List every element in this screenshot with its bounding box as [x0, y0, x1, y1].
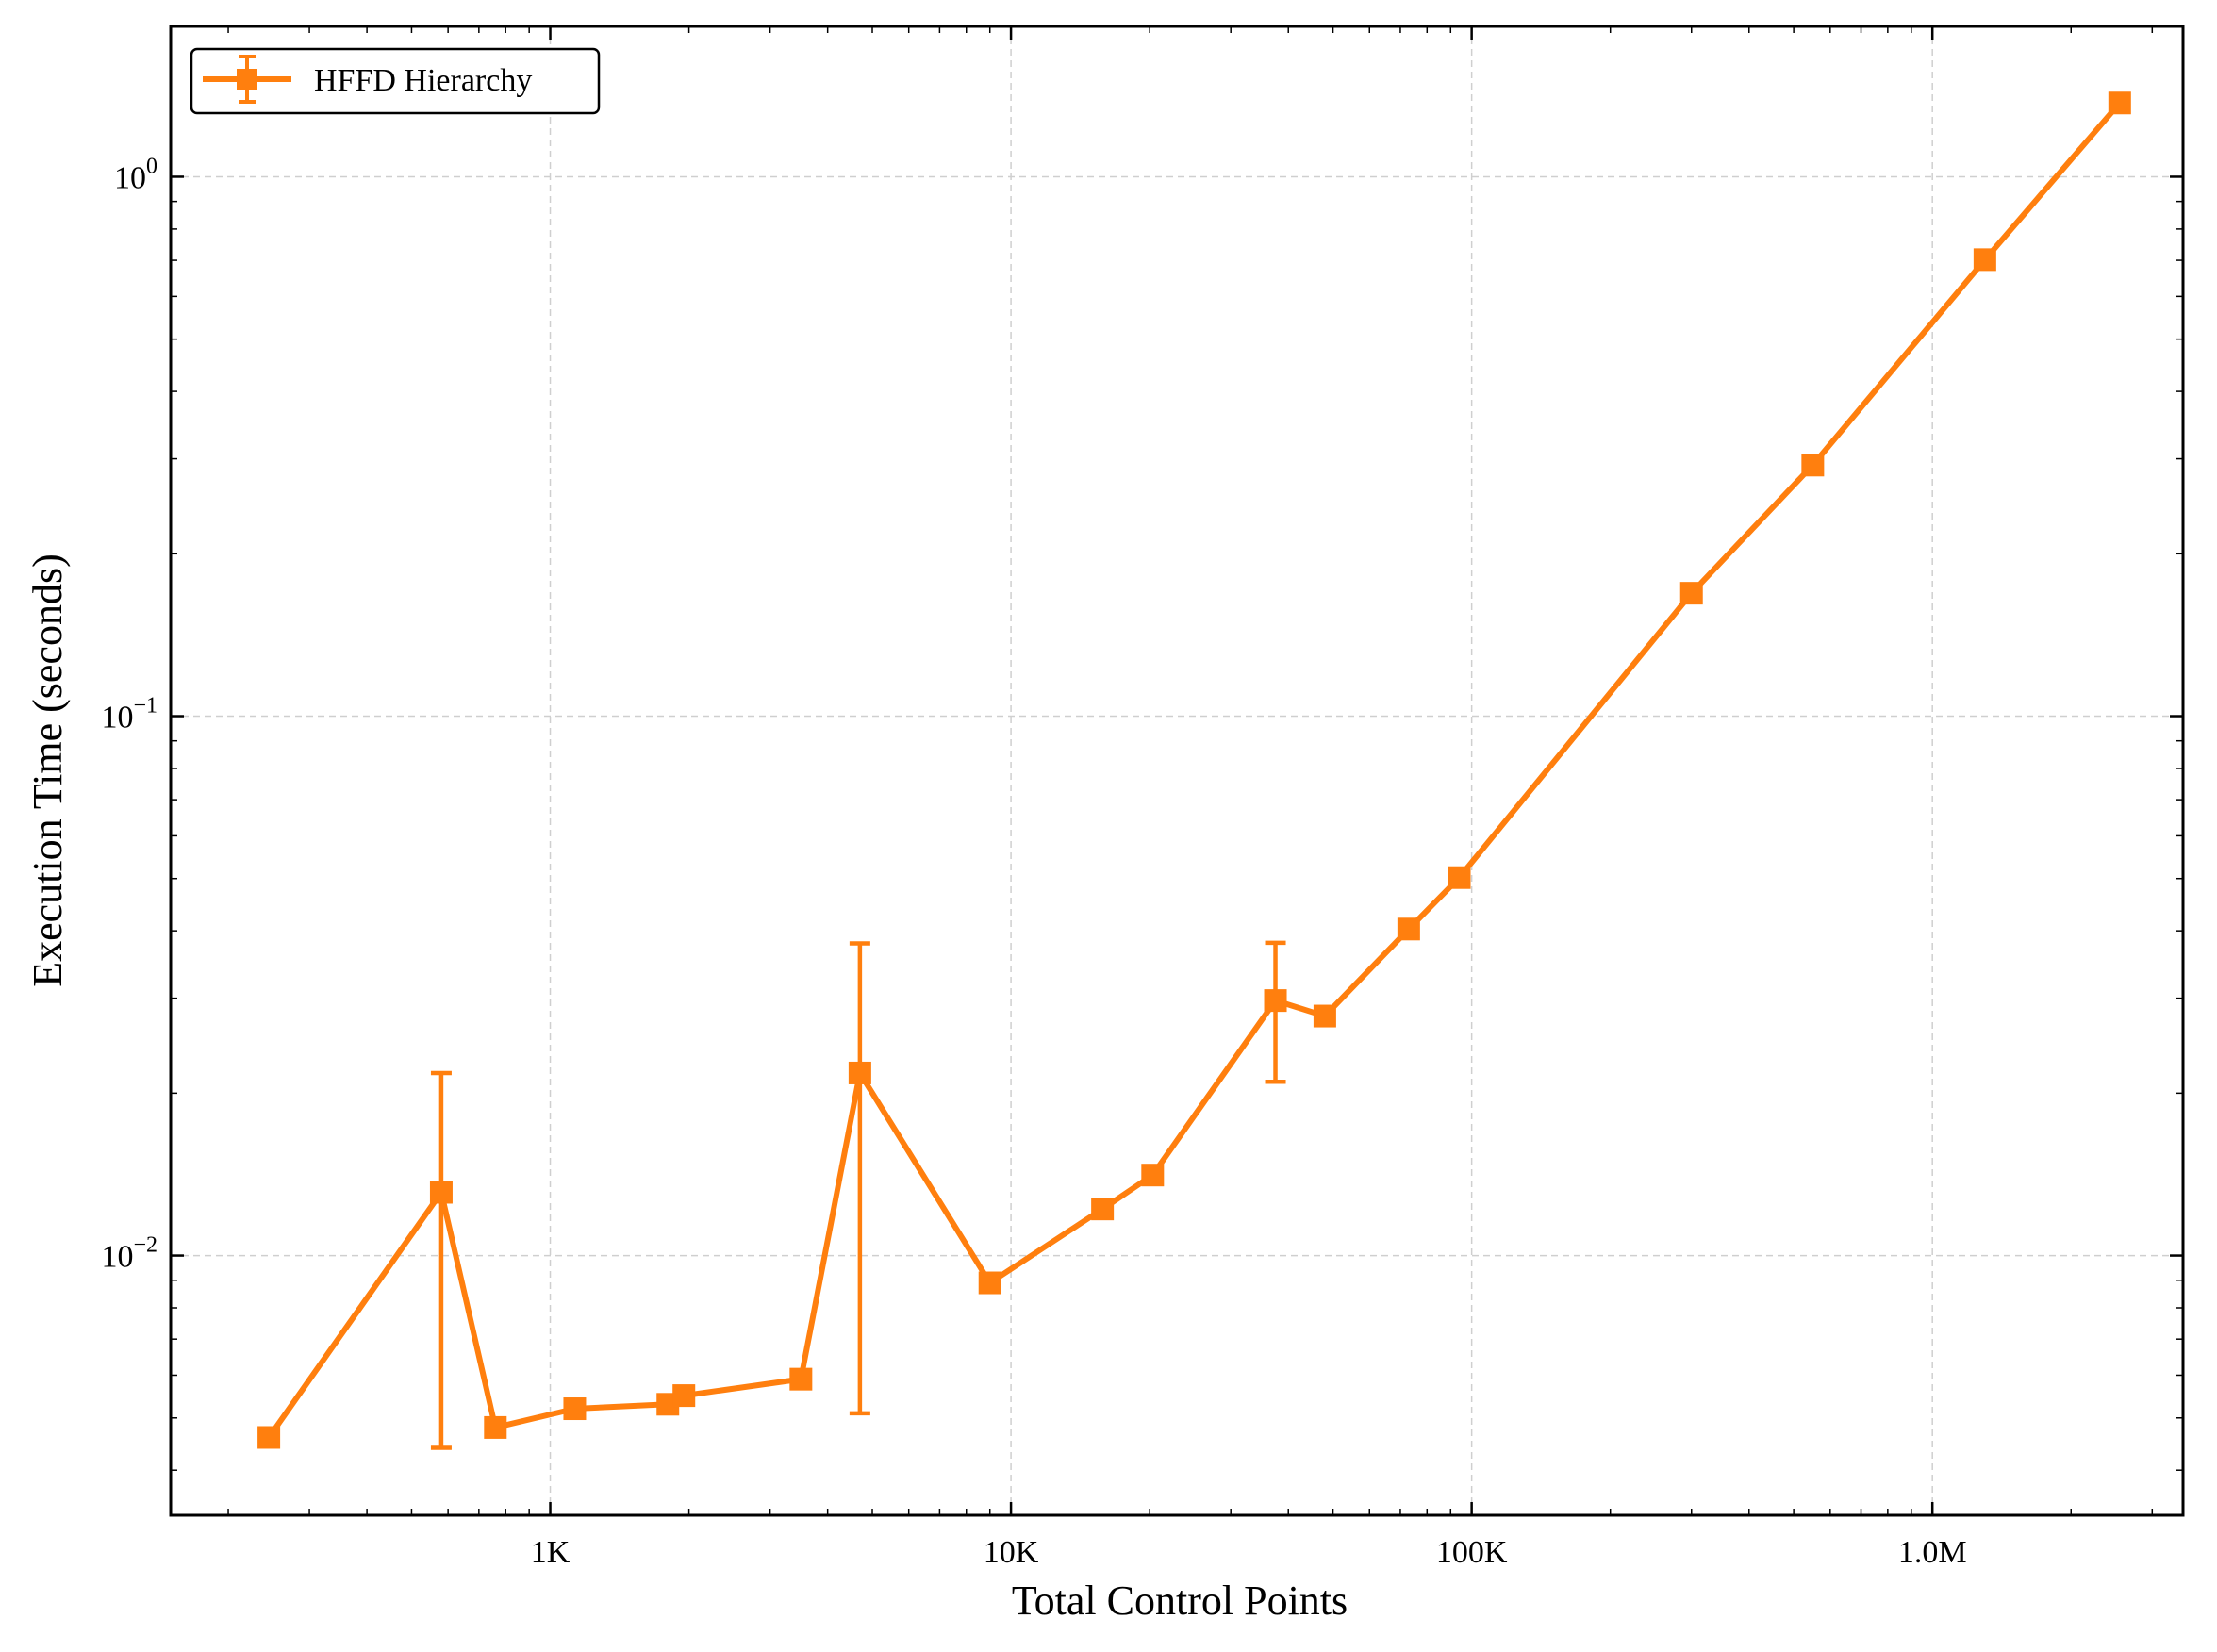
x-tick-labels: 1K 10K 100K 1.0M	[531, 1535, 1967, 1570]
x-axis-title: Total Control Points	[1012, 1578, 1348, 1624]
x-tick-label: 1K	[531, 1535, 571, 1570]
data-point	[1448, 866, 1471, 889]
data-point	[1397, 917, 1420, 941]
data-point	[1264, 989, 1287, 1013]
data-point	[672, 1384, 696, 1408]
data-point	[257, 1426, 281, 1449]
y-axis-title: Execution Time (seconds)	[25, 553, 71, 987]
data-point	[1141, 1164, 1165, 1187]
legend-series-label: HFFD Hierarchy	[314, 63, 532, 98]
data-point	[789, 1367, 813, 1391]
x-tick-label: 1.0M	[1898, 1535, 1967, 1570]
data-point	[563, 1397, 587, 1421]
legend-box	[190, 47, 601, 115]
data-point	[848, 1061, 871, 1084]
data-point	[1091, 1198, 1115, 1221]
x-tick-label: 100K	[1436, 1535, 1508, 1570]
legend: HFFD Hierarchy	[190, 47, 601, 115]
y-tick-label: 10−1	[101, 694, 157, 735]
data-point	[2108, 91, 2131, 115]
data-point	[978, 1271, 1001, 1295]
data-point	[1973, 248, 1996, 272]
data-point	[1801, 454, 1825, 477]
data-point	[1313, 1004, 1336, 1028]
y-tick-label: 100	[114, 154, 157, 195]
data-point	[429, 1181, 453, 1204]
x-tick-label: 10K	[984, 1535, 1039, 1570]
grid-lines	[171, 26, 2183, 1515]
plot-frame	[169, 25, 2185, 1517]
data-point	[1679, 582, 1703, 605]
legend-series-symbol	[203, 55, 291, 104]
legend-marker	[237, 69, 257, 90]
y-tick-labels: 10−2 10−1 100	[101, 154, 157, 1274]
data-point	[484, 1415, 507, 1439]
major-ticks	[171, 26, 2183, 1515]
y-tick-label: 10−2	[101, 1233, 157, 1275]
data-markers	[257, 91, 2131, 1449]
error-bars	[430, 940, 1286, 1450]
